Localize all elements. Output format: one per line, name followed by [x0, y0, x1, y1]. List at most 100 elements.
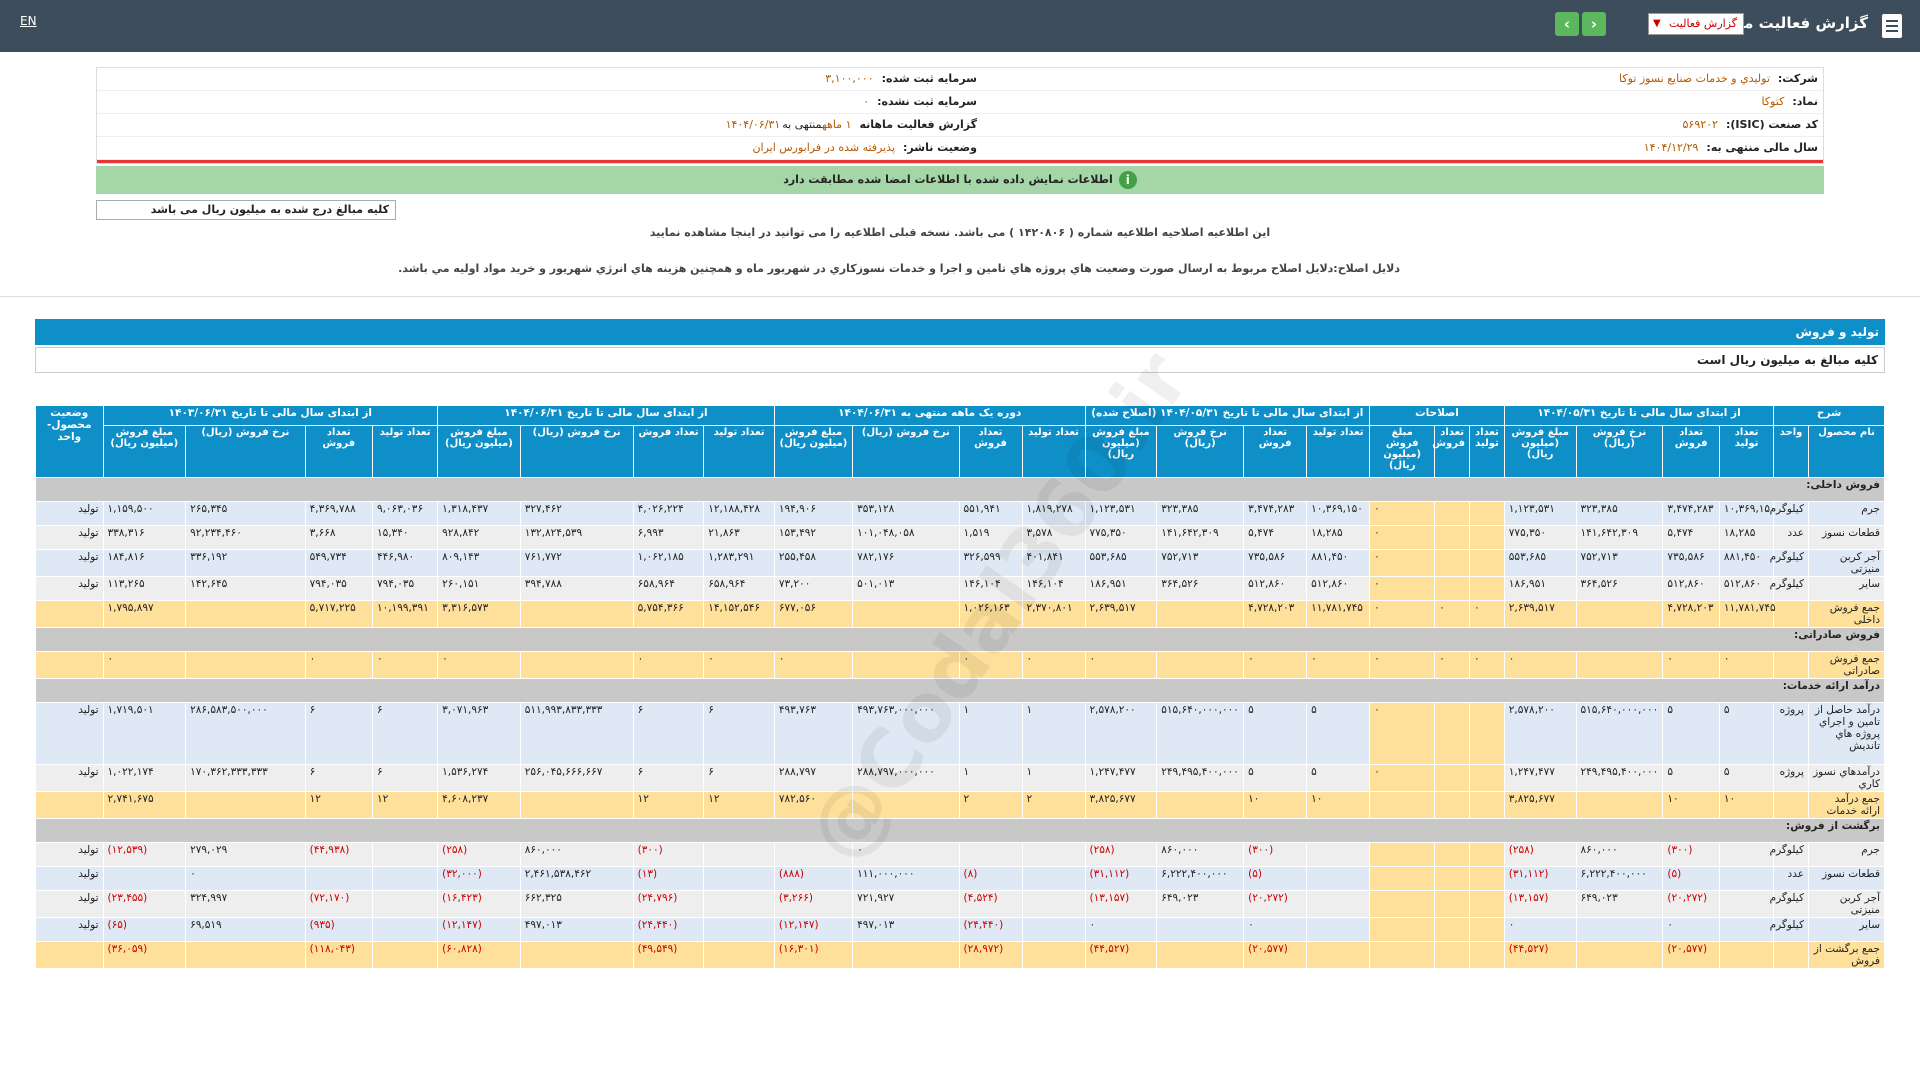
value-cell	[1369, 917, 1436, 942]
value-cell: ۱,۰۶۲,۱۸۵	[632, 549, 705, 577]
value-cell: ۳۳۶,۱۹۲	[185, 549, 306, 577]
value-cell	[852, 600, 960, 628]
value-cell: ۱۲,۱۸۸,۴۲۸	[703, 501, 775, 526]
value-cell	[1021, 890, 1086, 918]
value-cell: (۲۴,۴۴۰)	[632, 917, 705, 942]
report-label: گزارش فعالیت ماهانه	[859, 118, 978, 131]
value-cell: ۶۹,۵۱۹	[185, 917, 306, 942]
status-cell: تولید	[35, 501, 104, 526]
section-row: درآمد ارائه خدمات:	[35, 678, 1885, 703]
column-header: تعداد فروش	[632, 425, 705, 478]
value-cell: ۱۰,۳۶۹,۱۵۰	[1306, 501, 1371, 526]
product-name: آجر کربن منیزتی	[1807, 549, 1886, 577]
previous-button[interactable]: ‹	[1555, 12, 1579, 36]
value-cell	[1469, 866, 1505, 891]
value-cell	[519, 600, 634, 628]
value-cell: ۱۱,۷۸۱,۷۴۵	[1306, 600, 1371, 628]
unit-note-box: کلیه مبالغ درج شده به میلیون ریال می باش…	[96, 200, 396, 220]
value-cell: ۰	[632, 651, 705, 679]
value-cell: (۲۵۸)	[1503, 842, 1577, 867]
value-cell: ۱,۲۴۷,۴۷۷	[1503, 764, 1577, 792]
unit-cell: کیلوگرم	[1770, 576, 1809, 601]
value-cell	[519, 941, 634, 969]
report-type-select-value: گزارش فعالیت	[1669, 17, 1737, 30]
unit-cell: پروژه	[1773, 764, 1809, 792]
value-cell: (۳۲,۰۰۰)	[437, 866, 521, 891]
value-cell	[1469, 525, 1505, 550]
value-cell: ۱۴۶,۱۰۴	[958, 576, 1023, 601]
value-cell: (۱۲,۵۳۹)	[102, 842, 187, 867]
status-cell	[35, 791, 104, 819]
language-toggle[interactable]: EN	[20, 14, 37, 28]
column-header: نرخ فروش (ریال)	[519, 425, 634, 478]
value-cell: (۴۴,۹۳۸)	[304, 842, 373, 867]
value-cell: (۱۶,۴۲۳)	[437, 890, 521, 918]
value-cell: ۰	[703, 651, 775, 679]
value-cell: ۰	[1434, 600, 1471, 628]
isic-value: ۵۶۹۲۰۲	[1682, 118, 1718, 131]
value-cell: ۲۷۹,۰۲۹	[185, 842, 306, 867]
fiscal-year-value: ۱۴۰۴/۱۲/۲۹	[1643, 141, 1699, 154]
product-name: جمع فروش داخلی	[1807, 600, 1886, 628]
status-cell: تولید	[35, 866, 104, 891]
table-column-header: نام محصول واحد تعداد تولید تعداد فروش نرخ فر…	[36, 425, 1886, 478]
value-cell: ۴۴۶,۹۸۰	[371, 549, 439, 577]
value-cell: ۱۰,۱۹۹,۳۹۱	[371, 600, 439, 628]
section-row: برگشت از فروش:	[35, 818, 1885, 843]
value-cell	[1434, 917, 1471, 942]
product-name: درآمد حاصل از تامين و اجراي پروژه هاي تا…	[1807, 702, 1886, 765]
value-cell	[1575, 600, 1664, 628]
table-row: جرم کیلوگرم ۱۰,۳۶۹,۱۵۰ ۳,۴۷۴,۲۸۳ ۳۲۳,۳۸۵ ۱,۱۲…	[35, 501, 1886, 526]
value-cell: ۴۹۳,۷۶۳,۰۰۰,۰۰۰	[852, 702, 960, 765]
value-cell	[1434, 702, 1471, 765]
value-cell: ۳۵۳,۱۲۸	[852, 501, 960, 526]
value-cell: ۶,۲۲۲,۴۰۰,۰۰۰	[1156, 866, 1245, 891]
chevron-right-icon: ›	[1590, 15, 1598, 33]
unit-cell	[1773, 651, 1809, 679]
value-cell	[1306, 866, 1371, 891]
unit-cell: کیلوگرم	[1770, 842, 1809, 867]
status-cell: تولید	[35, 842, 104, 867]
chevron-down-icon: ▼	[1653, 18, 1661, 29]
status-cell: تولید	[35, 764, 104, 792]
value-cell: ۱	[958, 702, 1023, 765]
column-header: تعداد فروش	[1243, 425, 1308, 478]
divider	[97, 160, 1823, 163]
unreg-capital-label: سرمایه ثبت نشده:	[877, 95, 977, 108]
value-cell: ۸۶۰,۰۰۰	[519, 842, 634, 867]
value-cell: ۰	[1243, 917, 1308, 942]
value-cell: ۶۶۲,۳۲۵	[519, 890, 634, 918]
report-type-select[interactable]: گزارش فعالیت ▼	[1648, 13, 1744, 35]
value-cell: ۳,۶۶۸	[304, 525, 373, 550]
value-cell: ۰	[1662, 651, 1720, 679]
value-cell: (۴۹,۵۴۹)	[632, 941, 705, 969]
value-cell: (۲۰,۵۷۷)	[1243, 941, 1308, 969]
value-cell: (۲۵۸)	[437, 842, 521, 867]
group-header: شرح	[1773, 405, 1885, 426]
value-cell: ۲۵۵,۴۵۸	[773, 549, 854, 577]
table-row: قطعات نسوز عدد ۱۸,۲۸۵ ۵,۴۷۴ ۱۴۱,۶۴۲,۳۰۹ ۷۷۵,۳…	[35, 525, 1886, 550]
value-cell: (۱۱۸,۰۴۳)	[304, 941, 373, 969]
value-cell: (۶۵)	[102, 917, 187, 942]
value-cell	[1434, 866, 1471, 891]
unit-cell: عدد	[1773, 525, 1809, 550]
value-cell: ۱۲	[371, 791, 439, 819]
column-header: تعداد تولید	[371, 425, 439, 478]
company-label: شرکت:	[1777, 72, 1818, 85]
product-name: آجر کربن منیزتی	[1807, 890, 1886, 918]
value-cell	[1469, 501, 1505, 526]
value-cell: ۰	[1021, 651, 1086, 679]
value-cell: ۱۳۲,۸۲۴,۵۳۹	[519, 525, 634, 550]
product-name: درآمدهاي نسوز كاري	[1807, 764, 1886, 792]
value-cell	[371, 941, 439, 969]
value-cell	[1718, 917, 1775, 942]
value-cell: ۵	[1306, 702, 1371, 765]
unit-cell	[1773, 941, 1809, 969]
value-cell	[1434, 791, 1471, 819]
value-cell: ۳,۵۷۸	[1021, 525, 1086, 550]
value-cell: ۶,۹۹۳	[632, 525, 705, 550]
next-button[interactable]: ›	[1582, 12, 1606, 36]
correction-notice[interactable]: این اطلاعیه اصلاحیه اطلاعیه شماره ( ۱۴۲۰…	[649, 226, 1271, 239]
value-cell: ۳۶۴,۵۲۶	[1575, 576, 1664, 601]
status-value: پذیرفته شده در فرابورس ایران	[752, 141, 896, 154]
